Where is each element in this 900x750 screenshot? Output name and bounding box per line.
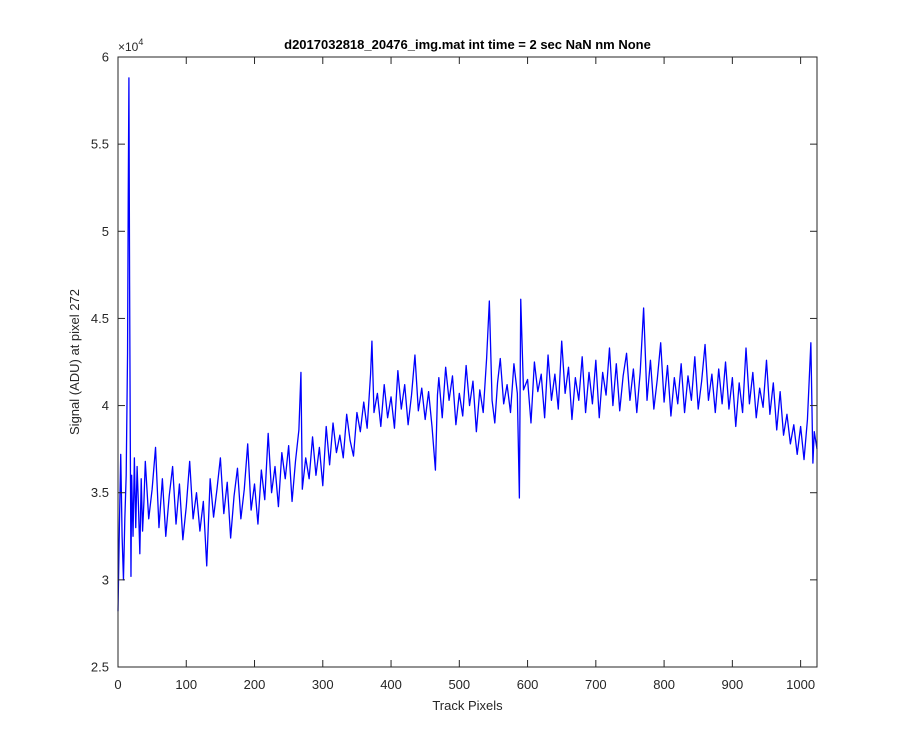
y-tick-label: 5.5: [91, 137, 109, 152]
y-tick-label: 5: [102, 224, 109, 239]
series-layer: [117, 77, 818, 612]
x-tick-label: 200: [244, 677, 266, 692]
x-tick-label: 0: [114, 677, 121, 692]
y-tick-label: 3: [102, 572, 109, 587]
x-tick-label: 900: [722, 677, 744, 692]
x-tick-label: 800: [653, 677, 675, 692]
y-exponent-power: 4: [138, 37, 143, 47]
x-tick-label: 600: [517, 677, 539, 692]
chart-title: d2017032818_20476_img.mat int time = 2 s…: [284, 37, 651, 52]
x-axis-label: Track Pixels: [432, 698, 503, 713]
plot-frame: [117, 56, 818, 668]
y-tick-label: 4: [102, 398, 109, 413]
y-tick-label: 4.5: [91, 311, 109, 326]
y-axis-exponent: ×104: [118, 37, 143, 54]
y-tick-label: 2.5: [91, 660, 109, 675]
x-tick-label: 100: [175, 677, 197, 692]
y-tick-label: 3.5: [91, 485, 109, 500]
x-tick-label: 1000: [786, 677, 815, 692]
x-tick-label: 300: [312, 677, 334, 692]
x-tick-label: 700: [585, 677, 607, 692]
x-axis: 0 100 200 300 400 500 600 700 800 900 1000: [114, 57, 815, 692]
y-tick-label: 6: [102, 50, 109, 65]
series-line-1: [117, 77, 818, 612]
x-tick-label: 500: [448, 677, 470, 692]
y-exponent-base: ×10: [118, 40, 139, 54]
y-axis-label: Signal (ADU) at pixel 272: [67, 289, 82, 435]
x-tick-label: 400: [380, 677, 402, 692]
plot-area: [118, 57, 817, 667]
y-axis: 2.5 3 3.5 4 4.5 5 5.5 6: [91, 50, 817, 675]
